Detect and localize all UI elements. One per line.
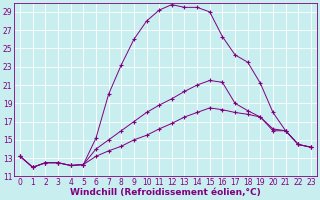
X-axis label: Windchill (Refroidissement éolien,°C): Windchill (Refroidissement éolien,°C) <box>70 188 261 197</box>
